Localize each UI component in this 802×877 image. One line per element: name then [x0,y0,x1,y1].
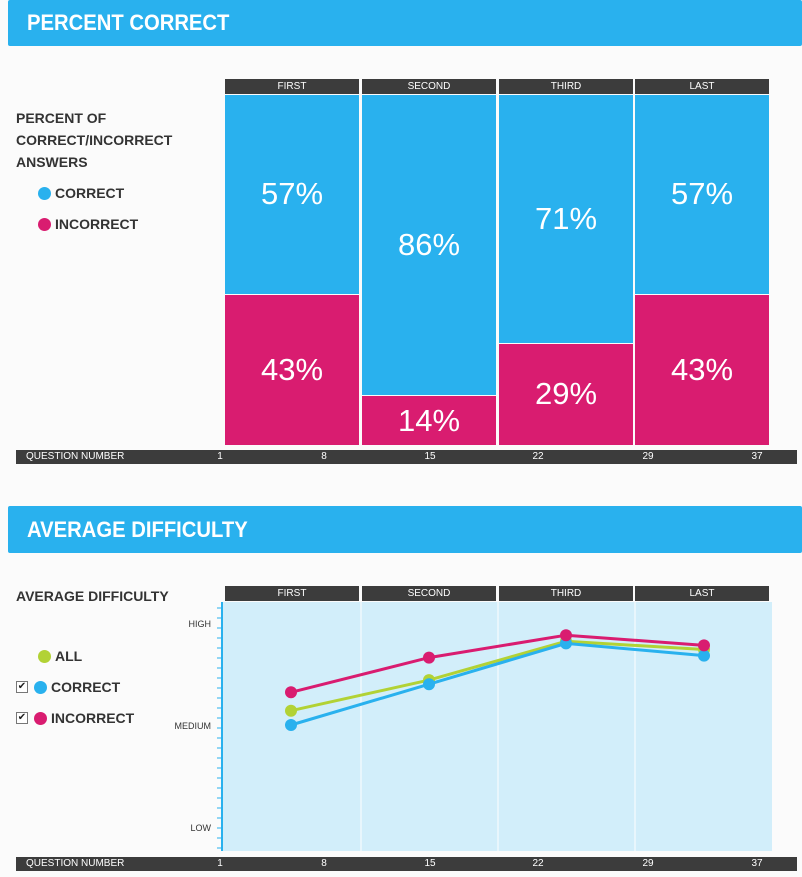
point-correct-second[interactable] [423,678,435,691]
point-incorrect-second[interactable] [423,651,435,664]
bar-incorrect-first[interactable]: 43% [225,294,359,445]
incorrect-dot-icon [38,217,51,231]
point-correct-third[interactable] [560,637,572,650]
series-line-correct [290,641,705,727]
bar-incorrect-second[interactable]: 14% [362,396,496,445]
bar-axis-tick-29: 29 [642,451,654,462]
bar-label-incorrect-second: 14% [397,402,461,438]
bar-axis-tick-15: 15 [424,451,436,462]
bar-correct-second[interactable]: 86% [362,95,496,395]
line-col-header-second: SECOND [362,586,496,601]
bar-axis-tick-1: 1 [217,451,223,462]
legend-incorrect-toggle-label: INCORRECT [51,710,135,726]
point-correct-last[interactable] [698,649,710,662]
all-dot-icon [38,649,51,663]
axis-title: QUESTION NUMBER [26,451,125,462]
point-incorrect-third[interactable] [560,629,572,642]
axis-title-2: QUESTION NUMBER [26,858,125,869]
line-axis-tick-29: 29 [642,858,654,869]
correct-dot-icon [38,186,51,200]
average-difficulty-header: AVERAGE DIFFICULTY [8,506,802,553]
bar-col-header-first: FIRST [225,79,359,94]
point-all-first[interactable] [285,704,297,717]
legend-incorrect-label: INCORRECT [55,216,139,232]
line-axis-tick-8: 8 [321,858,327,869]
percent-label-line-1: PERCENT OF [16,110,107,126]
bar-incorrect-last[interactable]: 43% [635,294,769,445]
question-number-axis: QUESTION NUMBER 1 8 15 22 29 37 [16,450,797,464]
legend-correct-toggle-label: CORRECT [51,679,121,695]
plot-background [222,602,772,851]
incorrect-checkbox[interactable]: ✔ [16,712,28,724]
point-incorrect-last[interactable] [698,639,710,652]
percent-panel-label: PERCENT OF CORRECT/INCORRECT ANSWERS [16,107,172,173]
bar-col-header-third: THIRD [499,79,633,94]
bar-label-correct-third: 71% [534,200,598,236]
line-axis-tick-15: 15 [424,858,436,869]
bar-axis-tick-37: 37 [751,451,763,462]
legend-all-label: ALL [55,648,83,664]
bar-col-header-last: LAST [635,79,769,94]
y-label-medium: MEDIUM [174,721,212,731]
bar-col-header-second: SECOND [362,79,496,94]
y-label-high: HIGH [188,619,212,629]
percent-correct-header: PERCENT CORRECT [8,0,802,46]
y-label-low: LOW [190,823,211,833]
incorrect-dot-icon [34,711,47,725]
line-axis-tick-22: 22 [532,858,544,869]
bar-label-incorrect-last: 43% [670,351,734,387]
bar-label-correct-first: 57% [260,176,324,212]
legend-incorrect-toggle[interactable]: ✔ INCORRECT [16,710,134,726]
line-col-header-last: LAST [635,586,769,601]
bar-label-correct-second: 86% [397,227,461,262]
line-col-header-third: THIRD [499,586,633,601]
average-difficulty-title: AVERAGE DIFFICULTY [27,517,248,542]
bar-label-incorrect-third: 29% [534,376,598,412]
line-axis-tick-1: 1 [217,858,223,869]
legend-correct-toggle[interactable]: ✔ CORRECT [16,679,120,695]
series-line-all [290,639,705,713]
point-incorrect-first[interactable] [285,686,297,699]
legend-correct[interactable]: CORRECT [38,185,124,201]
percent-label-line-3: ANSWERS [16,154,88,170]
bar-axis-tick-22: 22 [532,451,544,462]
bar-label-incorrect-first: 43% [260,351,324,387]
line-axis-tick-37: 37 [751,858,763,869]
legend-incorrect[interactable]: INCORRECT [38,216,138,232]
line-col-header-first: FIRST [225,586,359,601]
question-number-axis-2: QUESTION NUMBER 1 8 15 22 29 37 [16,857,797,871]
bar-correct-first[interactable]: 57% [225,95,359,294]
bar-correct-third[interactable]: 71% [499,95,633,343]
difficulty-panel-label: AVERAGE DIFFICULTY [16,588,169,604]
legend-all[interactable]: ALL [38,648,82,664]
bar-correct-last[interactable]: 57% [635,95,769,294]
point-correct-first[interactable] [285,719,297,731]
percent-correct-title: PERCENT CORRECT [27,10,230,35]
series-line-incorrect [290,633,705,694]
correct-dot-icon [34,680,47,694]
bar-incorrect-third[interactable]: 29% [499,343,633,445]
percent-label-line-2: CORRECT/INCORRECT [16,132,173,148]
correct-checkbox[interactable]: ✔ [16,681,28,693]
legend-correct-label: CORRECT [55,185,125,201]
bar-axis-tick-8: 8 [321,451,327,462]
bar-label-correct-last: 57% [670,176,734,212]
